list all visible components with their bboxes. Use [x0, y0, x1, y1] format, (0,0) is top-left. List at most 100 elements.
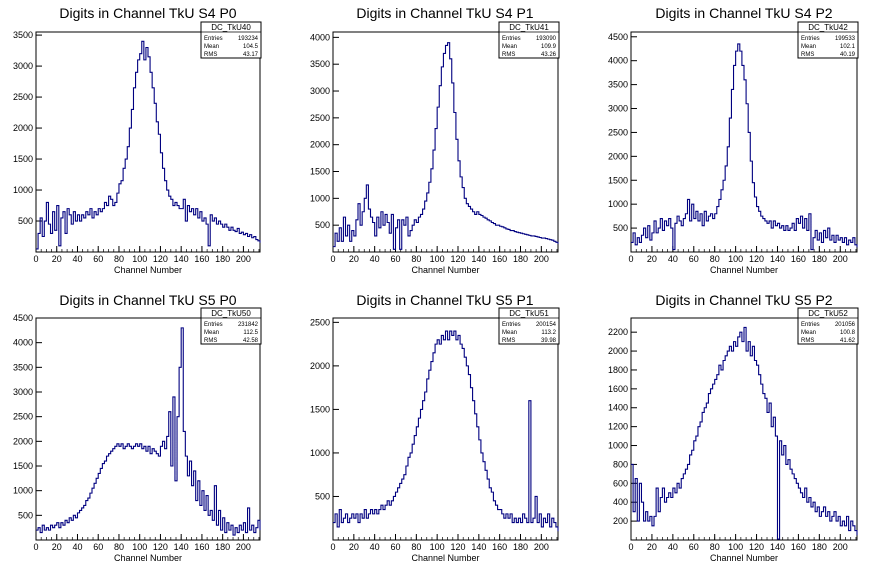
y-tick-label: 500	[18, 510, 33, 520]
y-tick-label: 2500	[13, 92, 33, 102]
y-tick-label: 1600	[608, 384, 628, 394]
stats-value: 113.2	[541, 330, 556, 336]
x-tick-label: 180	[215, 254, 230, 264]
x-tick-label: 120	[749, 254, 764, 264]
stats-value: 193234	[238, 36, 259, 42]
stats-value: 200154	[536, 322, 557, 328]
x-tick-label: 60	[689, 254, 699, 264]
stats-label: Mean	[502, 330, 517, 336]
plot-frame	[630, 317, 858, 541]
x-tick-label: 20	[349, 542, 359, 552]
histogram-series	[631, 43, 858, 251]
x-tick-label: 40	[370, 542, 380, 552]
y-tick-label: 3500	[310, 59, 330, 69]
y-tick-label: 4000	[310, 32, 330, 42]
x-axis-label: Channel Number	[710, 553, 778, 563]
y-tick-label: 1200	[608, 422, 628, 432]
stats-value: 41.62	[840, 338, 856, 344]
y-tick-label: 2500	[310, 317, 330, 327]
stats-box: DC_TkU40 Entries 193234 Mean 104.5 RMS 43.17	[200, 21, 262, 59]
stats-label: RMS	[502, 52, 515, 58]
x-tick-label: 100	[728, 254, 743, 264]
x-tick-label: 160	[791, 542, 806, 552]
y-tick-label: 4000	[13, 338, 33, 348]
stats-label: Entries	[502, 322, 521, 328]
y-tick-label: 200	[613, 516, 628, 526]
y-tick-label: 500	[315, 491, 330, 501]
stats-label: Entries	[204, 322, 223, 328]
x-tick-label: 180	[812, 542, 827, 552]
stats-value: 193090	[536, 36, 557, 42]
y-tick-label: 2500	[608, 127, 628, 137]
x-tick-label: 120	[450, 254, 465, 264]
stats-label: RMS	[502, 338, 515, 344]
histogram-series	[36, 327, 261, 536]
y-tick-label: 2000	[310, 361, 330, 371]
y-tick-label: 1000	[310, 448, 330, 458]
x-tick-label: 160	[194, 542, 209, 552]
x-tick-label: 160	[194, 254, 209, 264]
chart-title: Digits in Channel TkU S4 P0	[59, 5, 236, 21]
x-tick-label: 0	[33, 542, 38, 552]
x-tick-label: 40	[668, 542, 678, 552]
stats-value: 40.19	[840, 52, 856, 58]
histogram-series	[36, 40, 261, 250]
y-tick-label: 1500	[310, 404, 330, 414]
x-tick-label: 40	[370, 254, 380, 264]
x-tick-label: 200	[236, 542, 251, 552]
x-tick-label: 140	[770, 254, 785, 264]
y-tick-label: 2000	[310, 140, 330, 150]
histogram-panel-4: Digits in Channel TkU S5 P15001000150020…	[310, 292, 560, 563]
x-tick-label: 120	[153, 254, 168, 264]
y-tick-label: 1500	[310, 167, 330, 177]
y-tick-label: 1500	[13, 461, 33, 471]
stats-value: 109.9	[541, 44, 557, 50]
y-tick-label: 1000	[13, 185, 33, 195]
y-tick-label: 4000	[608, 56, 628, 66]
x-tick-label: 140	[174, 542, 189, 552]
x-tick-label: 100	[430, 542, 445, 552]
stats-label: RMS	[801, 338, 814, 344]
stats-box: DC_TkU50 Entries 231842 Mean 112.5 RMS 42.58	[200, 307, 262, 345]
x-tick-label: 180	[513, 542, 528, 552]
stats-value: 112.5	[243, 330, 258, 336]
y-tick-label: 1000	[13, 486, 33, 496]
stats-name: DC_TkU41	[509, 23, 549, 32]
stats-label: Mean	[801, 330, 816, 336]
stats-label: Entries	[502, 36, 521, 42]
y-tick-label: 2000	[13, 123, 33, 133]
x-tick-label: 20	[52, 254, 62, 264]
x-tick-label: 180	[812, 254, 827, 264]
x-axis-label: Channel Number	[114, 265, 182, 275]
y-tick-label: 3500	[13, 362, 33, 372]
x-tick-label: 200	[534, 542, 549, 552]
stats-label: Mean	[502, 44, 517, 50]
y-tick-label: 500	[613, 223, 628, 233]
stats-label: Mean	[204, 330, 219, 336]
stats-value: 43.17	[243, 52, 259, 58]
x-tick-label: 80	[114, 254, 124, 264]
plot-frame	[332, 31, 559, 253]
y-tick-label: 2500	[310, 113, 330, 123]
stats-name: DC_TkU51	[509, 309, 549, 318]
stats-label: Entries	[801, 36, 820, 42]
stats-box-frame	[498, 21, 560, 59]
x-tick-label: 60	[390, 542, 400, 552]
x-tick-label: 80	[710, 542, 720, 552]
y-tick-label: 1000	[608, 441, 628, 451]
x-tick-label: 20	[349, 254, 359, 264]
chart-title: Digits in Channel TkU S5 P0	[59, 292, 236, 308]
x-tick-label: 120	[450, 542, 465, 552]
stats-box-frame	[200, 21, 262, 59]
stats-label: RMS	[204, 52, 217, 58]
y-tick-label: 1000	[310, 193, 330, 203]
stats-value: 100.8	[840, 330, 856, 336]
y-tick-label: 3000	[608, 104, 628, 114]
x-tick-label: 180	[215, 542, 230, 552]
y-tick-label: 500	[18, 216, 33, 226]
histogram-series	[333, 330, 559, 532]
y-tick-label: 2500	[13, 412, 33, 422]
stats-box: DC_TkU42 Entries 199533 Mean 102.1 RMS 40.19	[797, 21, 859, 59]
y-tick-label: 4500	[608, 32, 628, 42]
